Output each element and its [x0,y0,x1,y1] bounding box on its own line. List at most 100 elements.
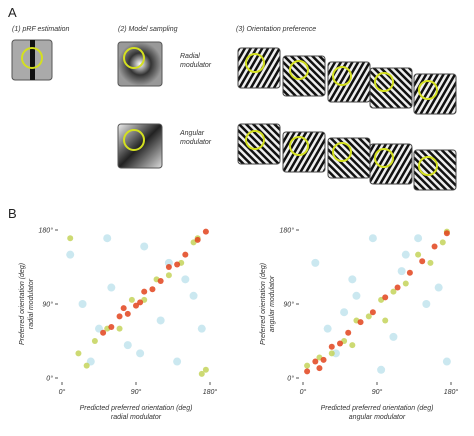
scatter-point [174,261,181,268]
scatter-point [157,277,164,284]
scatter-point [422,300,431,308]
x-tick-label: 180° [444,388,459,396]
scatter-point [123,341,132,350]
scatter-point [427,259,434,266]
modulator-label: modulator [180,139,212,146]
x-axis-label: Predicted preferred orientation (deg) [321,405,434,412]
modulator-label: modulator [180,62,212,69]
scatter-point [141,288,148,295]
scatter-point [202,366,209,373]
y-tick-label: 180° [280,227,295,235]
y-axis-label: angular modulator [269,275,276,332]
scatter-point [304,362,311,369]
scatter-point [181,275,190,284]
scatter-point [348,275,357,284]
scatter-point [189,291,198,300]
panel-label: B [8,206,17,221]
x-axis-label: Predicted preferred orientation (deg) [80,405,193,412]
scatter-point [116,325,123,332]
scatter-point [182,251,189,258]
scatter-point [382,294,389,301]
y-tick-label: 180° [39,227,54,235]
scatter-point [103,234,112,243]
x-tick-label: 90° [131,388,142,396]
step-title: (3) Orientation preference [236,26,316,33]
angular-model [117,123,163,169]
scatter-point [107,283,116,292]
scatter-point [431,243,438,250]
scatter-point [165,264,172,270]
scatter-point [120,305,127,312]
scatter-point [414,234,423,243]
scatter-point [415,251,422,258]
scatter-point [197,324,206,333]
x-tick-label: 0° [59,388,66,396]
scatter-point [337,340,343,347]
scatter-point [349,342,356,349]
step-title: (1) pRF estimation [12,26,70,33]
scatter-point [443,230,450,237]
scatter-point [137,299,144,306]
scatter-point [323,324,332,333]
scatter-point [389,332,398,341]
scatter-point [419,258,426,265]
scatter-point [133,302,139,309]
scatter-point [75,350,82,357]
scatter-point [198,370,205,377]
scatter-point [100,329,107,336]
scatter-point [320,356,327,363]
scatter-point [397,267,406,276]
scatter-point [394,284,401,291]
scatter-point [149,286,156,293]
x-tick-label: 90° [372,388,383,396]
scatter-point [357,319,364,326]
y-tick-label: 0° [287,375,294,383]
scatter-point [316,365,323,372]
scatter-point [83,362,90,369]
scatter-point [124,310,131,317]
scatter-point [128,296,135,303]
scatter-point [91,338,98,344]
prf-stimulus [11,39,53,81]
x-axis-label: angular modulator [349,414,406,421]
scatter-point [156,316,165,325]
orientation-cards [237,47,457,191]
scatter-point [434,283,443,292]
y-axis-label: Preferred orientation (deg) [260,263,267,345]
scatter-point [377,365,386,374]
scatter-point [67,235,74,242]
scatter-point [390,288,397,295]
scatter-point [352,291,361,300]
scatter-point [202,228,209,235]
scatter-point [401,250,410,259]
x-tick-label: 180° [203,388,218,396]
scatter-point [340,308,349,317]
scatter-point [382,317,389,324]
scatter-point [78,300,87,308]
scatter-point [368,234,377,243]
scatter-point [311,258,320,267]
scatter-point [136,349,145,358]
scatter-point [402,280,409,287]
x-tick-label: 0° [300,388,307,396]
scatter-point [328,343,335,350]
x-axis-label: radial modulator [111,414,162,421]
scatter-point [165,272,172,279]
scatter-point [66,250,75,259]
scatter-point [173,357,182,366]
scatter-point [304,368,311,375]
scatter-point [140,242,149,251]
scatter-point [108,324,115,331]
modulator-label: Angular [179,130,205,137]
radial-model [117,41,163,87]
y-axis-label: radial modulator [28,278,35,329]
scatter-point [365,313,372,320]
scatter-point [116,313,123,320]
scatter-point [439,239,446,246]
y-axis-label: Preferred orientation (deg) [19,263,26,345]
modulator-label: Radial [180,53,200,60]
scatter-point [312,358,319,365]
y-tick-label: 0° [46,375,53,383]
